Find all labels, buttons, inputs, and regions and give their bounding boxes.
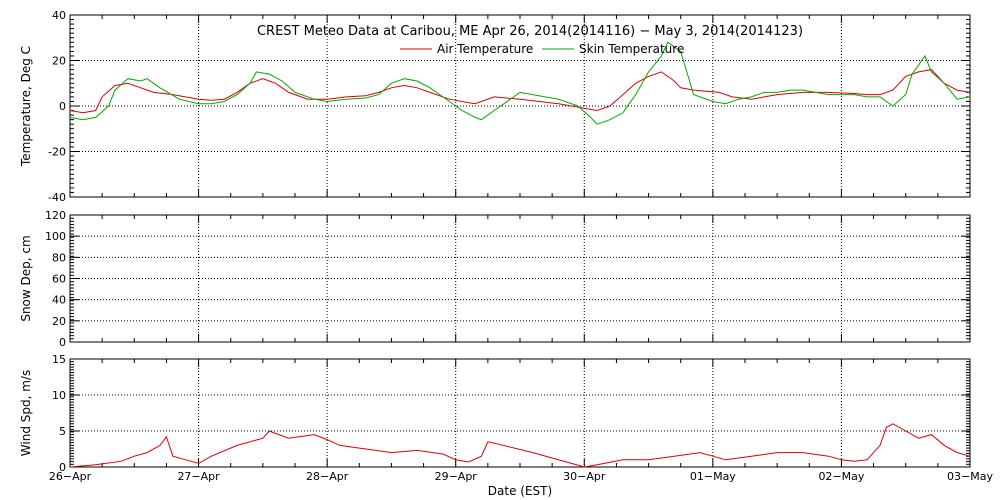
y-tick-label: 10 — [52, 389, 66, 402]
y-axis-label: Temperature, Deg C — [19, 46, 33, 167]
y-tick-label: 40 — [52, 294, 66, 307]
legend: Air Temperature Skin Temperature — [400, 42, 684, 56]
y-tick-label: 60 — [52, 273, 66, 286]
plot-frame — [69, 14, 971, 198]
y-axis-label: Snow Dep, cm — [19, 235, 33, 321]
plot-frame — [69, 358, 971, 468]
x-tick-label: 26−Apr — [49, 470, 92, 483]
y-tick-label: -20 — [48, 146, 66, 159]
y-tick-label: 40 — [52, 9, 66, 22]
y-tick-label: 5 — [59, 425, 66, 438]
y-tick-label: 20 — [52, 55, 66, 68]
x-tick-label: 02−May — [818, 470, 864, 483]
series-line-wind-speed-0 — [69, 423, 971, 468]
x-axis-label: Date (EST) — [488, 484, 552, 498]
x-tick-label: 01−May — [690, 470, 736, 483]
panels: -40 -20 0 20 40 Temperature, Deg C Air Tempera… — [19, 9, 993, 483]
x-tick-label: 27−Apr — [177, 470, 220, 483]
panel-wind-speed: 0 5 10 15 Wind Spd, m/s — [19, 353, 971, 474]
x-tick-label: 28−Apr — [306, 470, 349, 483]
panel-snow-depth: 0 20 40 60 80 100 120 Snow Dep, cm — [19, 209, 971, 349]
legend-label: Air Temperature — [437, 42, 533, 56]
legend-label: Skin Temperature — [579, 42, 684, 56]
series-line-temperature-0 — [69, 69, 971, 114]
y-tick-label: 120 — [45, 209, 66, 222]
plot-frame — [69, 214, 971, 343]
y-tick-label: 80 — [52, 251, 66, 264]
y-tick-label: -40 — [48, 191, 66, 204]
panel-temperature: -40 -20 0 20 40 Temperature, Deg C Air Tempera… — [19, 9, 971, 204]
x-tick-label: 03−May — [947, 470, 993, 483]
chart-title: CREST Meteo Data at Caribou, ME Apr 26, … — [257, 24, 803, 39]
y-tick-label: 0 — [59, 100, 66, 113]
y-tick-label: 0 — [59, 461, 66, 474]
y-tick-label: 20 — [52, 315, 66, 328]
y-tick-label: 0 — [59, 336, 66, 349]
x-tick-label: 29−Apr — [435, 470, 478, 483]
y-tick-label: 100 — [45, 230, 66, 243]
series-line-temperature-1 — [69, 41, 971, 125]
y-tick-label: 15 — [52, 353, 66, 366]
y-axis-label: Wind Spd, m/s — [19, 370, 33, 456]
x-tick-label: 30−Apr — [563, 470, 606, 483]
